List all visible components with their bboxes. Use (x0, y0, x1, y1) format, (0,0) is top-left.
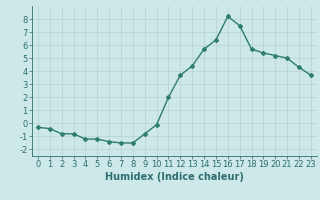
X-axis label: Humidex (Indice chaleur): Humidex (Indice chaleur) (105, 172, 244, 182)
